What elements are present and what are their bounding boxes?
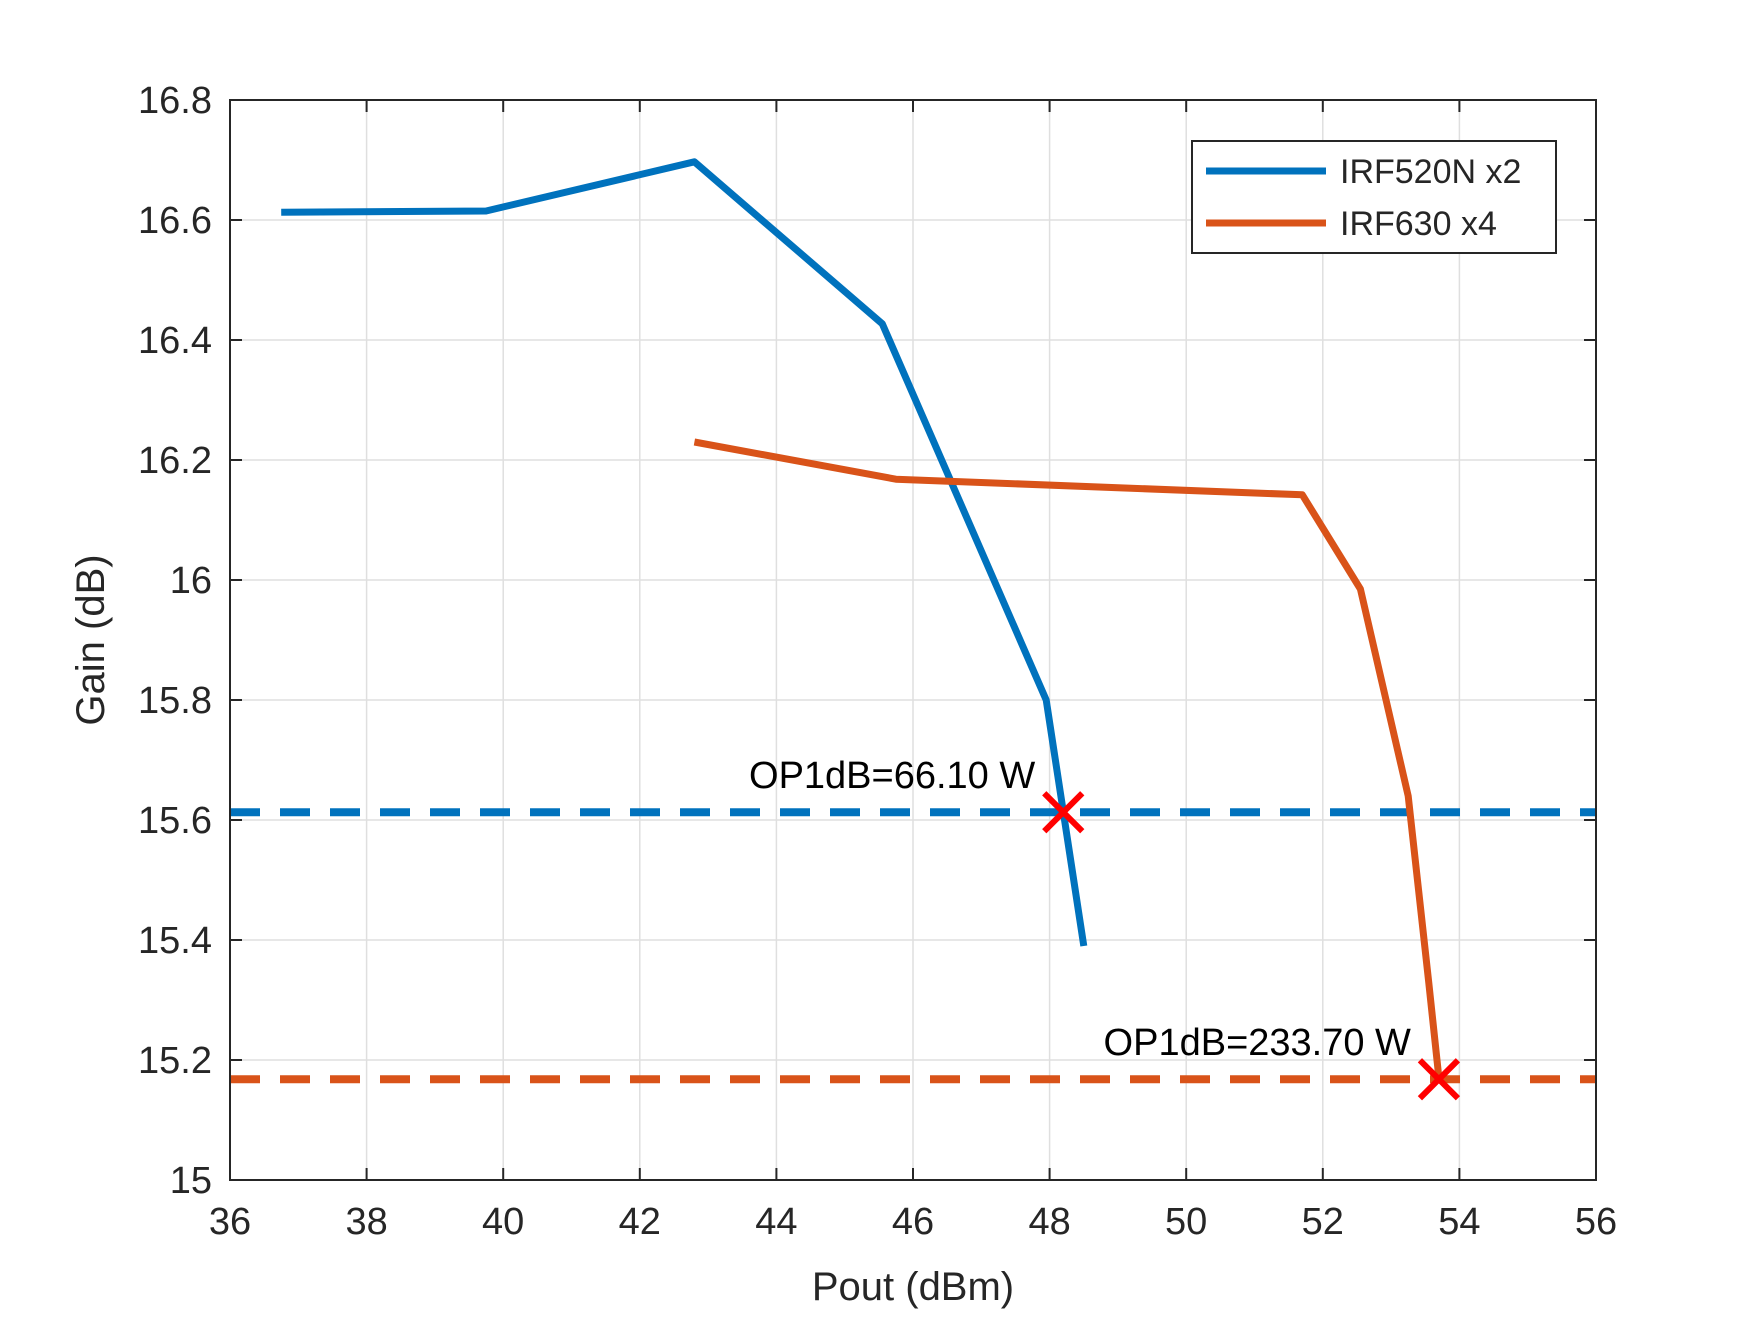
x-tick-label: 56 [1575, 1201, 1617, 1243]
op1db-annotation: OP1dB=66.10 W [749, 755, 1035, 797]
x-marker [1042, 791, 1085, 834]
x-marker [1417, 1058, 1461, 1101]
series-line-1 [281, 158, 1088, 947]
y-axis-label: Gain (dB) [69, 554, 113, 725]
legend-entry: IRF520N x2 [1340, 153, 1521, 191]
y-tick-label: 16.8 [138, 80, 212, 122]
y-tick-label: 15.2 [138, 1040, 212, 1082]
y-tick-label: 16 [170, 560, 212, 602]
series [281, 158, 1443, 1079]
markers [1042, 791, 1461, 1101]
op1db-annotation: OP1dB=233.70 W [1104, 1022, 1411, 1064]
x-axis-label: Pout (dBm) [812, 1265, 1014, 1309]
legend-box [1191, 140, 1557, 254]
y-tick-label: 15.8 [138, 680, 212, 722]
x-marker-stroke [1417, 1058, 1461, 1101]
x-tick-label: 40 [482, 1201, 524, 1243]
x-tick-label: 36 [209, 1201, 251, 1243]
x-marker-stroke [1042, 791, 1085, 834]
series-line-2 [693, 438, 1443, 1079]
x-tick-label: 54 [1438, 1201, 1480, 1243]
y-tick-label: 16.6 [138, 200, 212, 242]
y-tick-label: 16.2 [138, 440, 212, 482]
x-tick-label: 52 [1302, 1201, 1344, 1243]
x-tick-label: 38 [345, 1201, 387, 1243]
x-tick-label: 50 [1165, 1201, 1207, 1243]
legend-entry: IRF630 x4 [1340, 205, 1497, 243]
legend: IRF520N x2 IRF630 x4 [1191, 140, 1557, 254]
y-tick-label: 15.4 [138, 920, 212, 962]
ticks: 36 38 40 42 44 46 48 50 52 54 56 15 15.2 15.4 15.6 15.8… [138, 80, 1617, 1243]
y-tick-label: 16.4 [138, 320, 212, 362]
y-tick-label: 15.6 [138, 800, 212, 842]
reference-lines [230, 808, 1596, 1084]
x-tick-label: 44 [755, 1201, 797, 1243]
annotations: OP1dB=66.10 W OP1dB=233.70 W [749, 755, 1411, 1064]
x-tick-label: 42 [619, 1201, 661, 1243]
y-tick-label: 15 [170, 1160, 212, 1202]
x-tick-label: 46 [892, 1201, 934, 1243]
x-tick-label: 48 [1028, 1201, 1070, 1243]
